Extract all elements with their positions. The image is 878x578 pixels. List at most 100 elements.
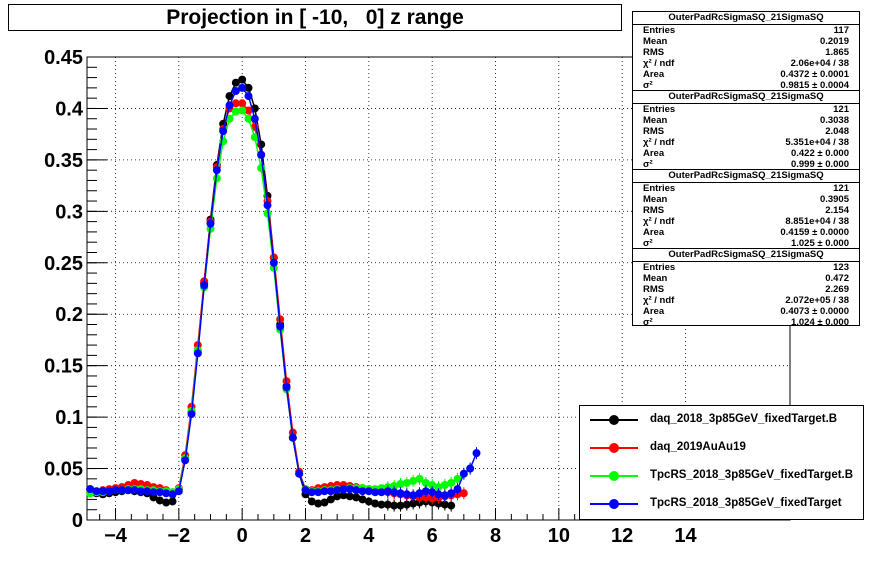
data-point-series-4 [149, 488, 158, 497]
x-tick-label: 10 [548, 525, 570, 547]
data-point-series-4 [440, 491, 449, 500]
data-point-series-1 [307, 497, 316, 506]
legend-entry: daq_2019AuAu19 [580, 434, 863, 462]
data-point-series-1 [447, 501, 456, 510]
data-point-series-2 [130, 478, 139, 487]
data-point-series-1 [440, 500, 449, 509]
data-point-series-3 [409, 476, 418, 485]
data-point-series-3 [231, 107, 240, 116]
data-point-series-1 [231, 78, 240, 87]
data-point-series-4 [383, 487, 392, 496]
title-box: Projection in [ -10, 0] z range [8, 4, 622, 31]
data-point-series-3 [263, 209, 272, 218]
data-point-series-4 [314, 488, 323, 497]
data-point-series-1 [409, 499, 418, 508]
data-point-series-3 [244, 114, 253, 123]
stats-row-area: Area 0.4159 ± 0.0000 [643, 227, 849, 238]
data-point-series-4 [250, 114, 259, 123]
data-point-series-4 [307, 488, 316, 497]
data-point-series-1 [383, 500, 392, 509]
legend-label: daq_2019AuAu19 [650, 441, 746, 453]
data-point-series-3 [421, 478, 430, 487]
data-point-series-3 [402, 478, 411, 487]
data-point-series-2 [231, 99, 240, 108]
stats-row-sigma2: σ² 1.025 ± 0.000 [643, 238, 849, 249]
legend-label: TpcRS_2018_3p85GeV_fixedTarget.B [650, 469, 854, 481]
data-point-series-1 [155, 496, 164, 505]
data-point-series-1 [162, 498, 171, 507]
legend-marker [609, 443, 619, 453]
y-tick-label: 0.35 [44, 150, 83, 172]
data-point-series-4 [377, 488, 386, 497]
data-point-series-2 [244, 106, 253, 115]
stats-box-2: OuterPadRcSigmaSQ_21SigmaSQ Entries 121 M… [632, 90, 860, 170]
y-tick-label: 0.4 [55, 98, 84, 120]
data-point-series-4 [174, 487, 183, 496]
data-point-series-3 [434, 483, 443, 492]
legend-marker [609, 499, 619, 509]
data-point-series-3 [238, 106, 247, 115]
data-point-series-3 [396, 479, 405, 488]
stats-row-entries: Entries 121 [643, 183, 849, 194]
data-point-series-4 [409, 491, 418, 500]
y-tick-label: 0.25 [44, 253, 83, 275]
data-point-series-1 [314, 499, 323, 508]
data-point-series-3 [428, 481, 437, 490]
data-point-series-2 [428, 494, 437, 503]
data-point-series-1 [352, 493, 361, 502]
stats-row-area: Area 0.422 ± 0.000 [643, 148, 849, 159]
data-point-series-4 [269, 258, 278, 267]
y-tick-label: 0.05 [44, 459, 83, 481]
stats-row-entries: Entries 121 [643, 104, 849, 115]
data-point-series-4 [162, 489, 171, 498]
data-point-series-4 [295, 469, 304, 478]
stats-row-area: Area 0.4372 ± 0.0001 [643, 69, 849, 80]
data-point-series-4 [402, 490, 411, 499]
data-point-series-2 [459, 489, 468, 498]
legend-entry: TpcRS_2018_3p85GeV_fixedTarget [580, 490, 863, 518]
y-tick-label: 0 [72, 510, 83, 532]
stats-row-sigma2: σ² 0.9815 ± 0.0004 [643, 80, 849, 91]
data-point-series-1 [434, 499, 443, 508]
data-point-series-1 [238, 75, 247, 84]
y-tick-label: 0.2 [55, 304, 83, 326]
data-point-series-3 [447, 478, 456, 487]
x-tick-label: 14 [674, 525, 697, 547]
legend-entry: TpcRS_2018_3p85GeV_fixedTarget.B [580, 462, 863, 490]
data-point-series-4 [352, 486, 361, 495]
data-point-series-1 [396, 501, 405, 510]
stats-row-chi2: χ² / ndf 2.072e+05 / 38 [643, 295, 849, 306]
data-point-series-4 [415, 489, 424, 498]
data-point-series-1 [339, 491, 348, 500]
x-tick-label: 4 [363, 525, 375, 547]
x-tick-label: 2 [300, 525, 311, 547]
data-point-series-4 [111, 486, 120, 495]
stats-row-entries: Entries 123 [643, 262, 849, 273]
data-point-series-4 [124, 486, 133, 495]
data-point-series-4 [428, 488, 437, 497]
data-point-series-4 [390, 488, 399, 497]
data-point-series-4 [276, 322, 285, 331]
x-tick-label: 0 [237, 525, 248, 547]
data-point-series-3 [250, 133, 259, 142]
data-point-series-1 [390, 501, 399, 510]
y-tick-label: 0.3 [55, 201, 83, 223]
stats-row-chi2: χ² / ndf 8.851e+04 / 38 [643, 216, 849, 227]
data-point-series-4 [421, 487, 430, 496]
data-point-series-4 [447, 489, 456, 498]
data-point-series-4 [238, 83, 247, 92]
data-point-series-4 [371, 488, 380, 497]
x-tick-label: −2 [167, 525, 190, 547]
x-tick-label: 12 [611, 525, 633, 547]
data-point-series-4 [358, 487, 367, 496]
stats-row-rms: RMS 2.269 [643, 284, 849, 295]
data-point-series-4 [105, 487, 114, 496]
data-point-series-1 [371, 499, 380, 508]
data-point-series-4 [155, 488, 164, 497]
stats-row-chi2: χ² / ndf 5.351e+04 / 38 [643, 137, 849, 148]
data-point-series-4 [396, 489, 405, 498]
data-point-series-4 [231, 86, 240, 95]
data-point-series-4 [187, 410, 196, 419]
data-point-series-4 [434, 490, 443, 499]
y-tick-label: 0.45 [44, 47, 83, 69]
